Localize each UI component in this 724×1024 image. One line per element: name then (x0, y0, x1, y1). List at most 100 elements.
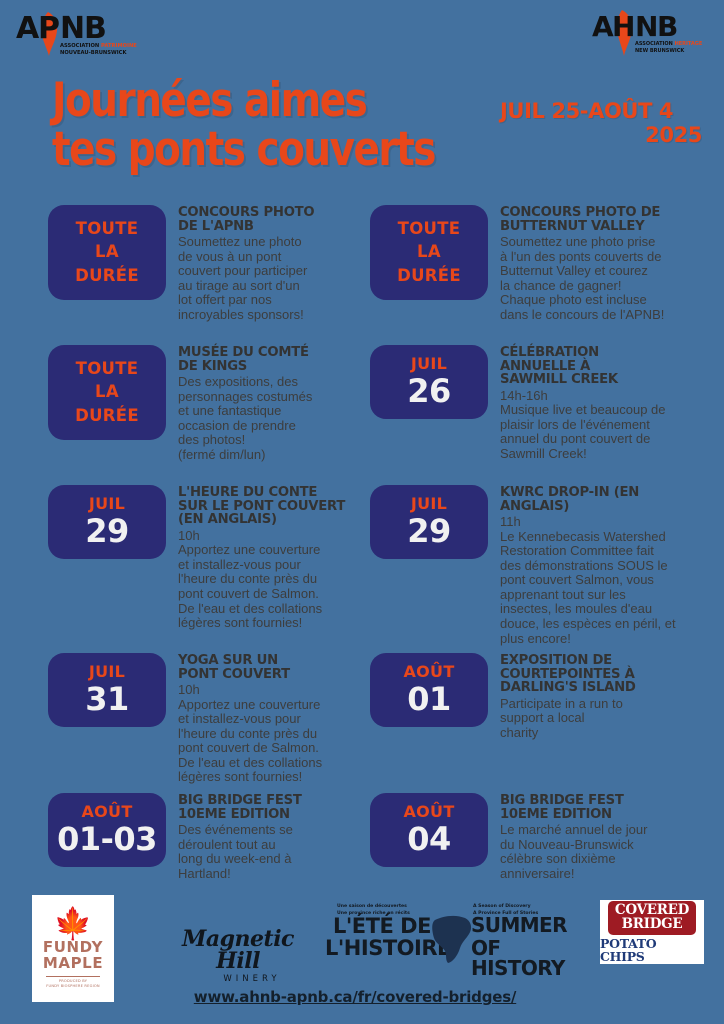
badge-duration-line: DURÉE (75, 405, 139, 425)
event-item: JUIL 31 YOGA SUR UN PONT COUVERT 10h Apport… (48, 653, 388, 785)
svg-text:B: B (84, 11, 106, 46)
sponsor-covered-bridge-potato-chips: COVERED BRIDGE POTATO CHIPS (600, 900, 704, 964)
event-date-badge: JUIL 31 (48, 653, 166, 728)
svg-text:B: B (657, 10, 677, 43)
sponsor-summer-of-history: Une saison de découvertes Une province r… (325, 898, 583, 978)
svg-text:N: N (60, 11, 84, 46)
event-info: BIG BRIDGE FEST 10EME EDITION Le marché a… (488, 793, 720, 881)
event-item: JUIL 29 KWRC DROP-IN (EN ANGLAIS) 11h Le Ke… (370, 485, 720, 646)
title-line-1: Journées aimes (52, 73, 368, 128)
new-brunswick-map-icon (432, 915, 472, 963)
badge-duration-line: DURÉE (397, 265, 461, 285)
event-info: BIG BRIDGE FEST 10EME EDITION Des événeme… (166, 793, 388, 881)
event-description: Des expositions, des personnages costumé… (178, 374, 313, 462)
event-date-badge: AOÛT 04 (370, 793, 488, 868)
event-description: Participate in a run to support a local … (500, 695, 623, 740)
event-title: YOGA SUR UN PONT COUVERT (178, 653, 290, 682)
event-title: CÉLÉBRATION ANNUELLE À SAWMILL CREEK (500, 345, 618, 388)
soh-sub-en-2: A Province Full of Stories (473, 910, 539, 916)
sponsor-fundy-maple: 🍁 FUNDY MAPLE PRODUCED BY FUNDY BIOSPHER… (32, 895, 114, 1002)
soh-fr-line-1: L'ÉTÉ DE (333, 914, 431, 938)
fundy-line-1: FUNDY (42, 938, 104, 957)
fundy-caption: PRODUCED BY FUNDY BIOSPHERE REGION (46, 978, 100, 988)
event-title: CONCOURS PHOTO DE BUTTERNUT VALLEY (500, 205, 661, 234)
maple-leaf-icon: 🍁 (53, 906, 93, 942)
footer-sponsors: 🍁 FUNDY MAPLE PRODUCED BY FUNDY BIOSPHER… (0, 890, 724, 1024)
badge-duration-line: TOUTE (397, 219, 461, 238)
event-info: MUSÉE DU COMTÉ DE KINGS Des expositions, … (166, 345, 388, 462)
event-date-badge: JUIL 29 (48, 485, 166, 560)
date-range-line-1: JUIL 25-AOÛT 4 (500, 99, 674, 123)
badge-duration-line: LA (95, 242, 119, 262)
event-description: 14h-16h Musique live et beaucoup de plai… (500, 387, 666, 461)
soh-en-line-2: OF HISTORY (471, 936, 565, 980)
svg-text:N: N (635, 10, 657, 43)
title-line-2: tes ponts couverts (52, 122, 436, 178)
event-title: L'HEURE DU CONTE SUR LE PONT COUVERT (EN… (178, 485, 346, 528)
badge-duration-line: TOUTE (75, 359, 139, 378)
apnb-logo: A P N B ASSOCIATION PATRIMOINE NOUVEAU-B… (14, 8, 144, 60)
event-title: MUSÉE DU COMTÉ DE KINGS (178, 345, 309, 374)
poster-title: Journées aimes tes ponts couverts (52, 73, 692, 178)
badge-month: AOÛT (81, 802, 133, 821)
soh-sub-fr: Une saison de découvertes Une province r… (337, 904, 410, 917)
badge-day: 29 (85, 512, 129, 551)
soh-sub-fr-1: Une saison de découvertes (337, 904, 407, 909)
soh-sub-en: A Season of Discovery A Province Full of… (473, 904, 538, 917)
apnb-logo-graphic: A P N B ASSOCIATION PATRIMOINE NOUVEAU-B… (16, 11, 137, 56)
chips-line-2: BRIDGE (621, 915, 683, 932)
event-date-badge: TOUTE LA DURÉE (48, 345, 166, 441)
event-date-badge: JUIL 26 (370, 345, 488, 420)
soh-sub-fr-2: Une province riche en récits (337, 910, 410, 916)
event-info: L'HEURE DU CONTE SUR LE PONT COUVERT (EN… (166, 485, 388, 631)
event-item: TOUTE LA DURÉE MUSÉE DU COMTÉ DE KINGS Des e… (48, 345, 388, 462)
event-title: BIG BRIDGE FEST 10EME EDITION (178, 793, 302, 822)
badge-month: AOÛT (403, 802, 455, 821)
badge-duration-line: DURÉE (75, 265, 139, 285)
event-info: CÉLÉBRATION ANNUELLE À SAWMILL CREEK 14h-… (488, 345, 720, 462)
badge-day: 01-03 (57, 820, 157, 859)
badge-month: JUIL (410, 494, 448, 513)
event-title: CONCOURS PHOTO DE L'APNB (178, 205, 315, 234)
event-title: EXPOSITION DE COURTEPOINTES À DARLING'S … (500, 653, 636, 696)
event-item: TOUTE LA DURÉE CONCOURS PHOTO DE BUTTERNUT … (370, 205, 720, 322)
event-info: YOGA SUR UN PONT COUVERT 10h Apportez une… (166, 653, 388, 785)
website-url[interactable]: www.ahnb-apnb.ca/fr/covered-bridges/ (0, 988, 724, 1007)
event-description: 11h Le Kennebecasis Watershed Restoratio… (500, 514, 676, 646)
badge-month: JUIL (88, 494, 126, 513)
event-item: JUIL 29 L'HEURE DU CONTE SUR LE PONT COUVE… (48, 485, 388, 631)
event-description: Soumettez une photo de vous à un pont co… (178, 234, 308, 322)
date-range-year: 2025 (645, 123, 702, 148)
fundy-line-2: MAPLE (42, 954, 104, 973)
chips-line-3: POTATO CHIPS (600, 936, 657, 964)
event-info: CONCOURS PHOTO DE BUTTERNUT VALLEY Soumet… (488, 205, 720, 322)
badge-day: 26 (407, 372, 451, 411)
badge-month: JUIL (410, 354, 448, 373)
badge-duration-line: LA (417, 242, 441, 262)
badge-day: 04 (407, 820, 451, 859)
magnetic-hill-name: Magnetic Hill (182, 926, 294, 974)
svg-text:P: P (38, 11, 59, 46)
badge-month: AOÛT (403, 662, 455, 681)
event-description: Des événements se déroulent tout au long… (178, 822, 293, 881)
event-description: Soumettez une photo prise à l'un des pon… (500, 234, 665, 322)
svg-text:H: H (612, 10, 634, 43)
svg-text:ASSOCIATION HERITAGE: ASSOCIATION HERITAGE (635, 41, 703, 47)
soh-fr-line-2: L'HISTOIRE (325, 936, 451, 960)
event-date-badge: JUIL 29 (370, 485, 488, 560)
event-date-badge: AOÛT 01 (370, 653, 488, 728)
fundy-divider (46, 975, 100, 977)
chips-red-banner: COVERED BRIDGE (607, 900, 697, 936)
event-date-badge: AOÛT 01-03 (48, 793, 166, 868)
event-item: JUIL 26 CÉLÉBRATION ANNUELLE À SAWMILL CRE… (370, 345, 720, 462)
event-item: AOÛT 01-03 BIG BRIDGE FEST 10EME EDITION De… (48, 793, 388, 881)
event-date-badge: TOUTE LA DURÉE (48, 205, 166, 301)
badge-duration-line: TOUTE (75, 219, 139, 238)
sponsor-magnetic-hill-winery: Magnetic Hill WINERY (168, 928, 308, 984)
ahnb-logo: A H N B ASSOCIATION HERITAGE NEW BRUNSWI… (592, 8, 710, 60)
poster-date-range: JUIL 25-AOÛT 4 2025 (500, 100, 710, 146)
event-title: BIG BRIDGE FEST 10EME EDITION (500, 793, 624, 822)
website-url-text[interactable]: www.ahnb-apnb.ca/fr/covered-bridges/ (193, 988, 517, 1006)
event-item: TOUTE LA DURÉE CONCOURS PHOTO DE L'APNB Soum… (48, 205, 388, 322)
event-description: Le marché annuel de jour du Nouveau-Brun… (500, 822, 648, 881)
